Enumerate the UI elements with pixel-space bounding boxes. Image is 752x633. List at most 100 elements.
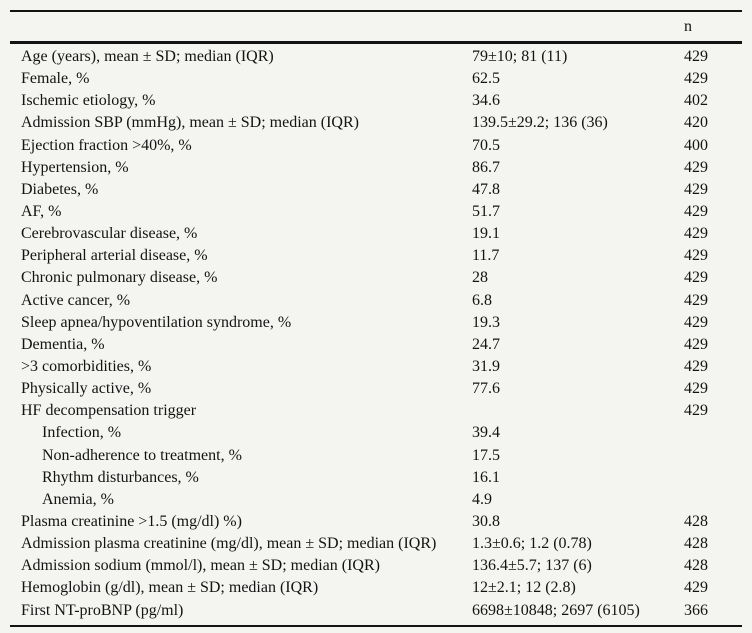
table-row: HF decompensation trigger 429 xyxy=(10,400,742,422)
row-value: 34.6 xyxy=(472,93,500,110)
row-value: 70.5 xyxy=(472,137,500,154)
row-n: 429 xyxy=(684,226,708,243)
table-row: Chronic pulmonary disease, % 28 429 xyxy=(10,267,742,289)
row-label: Hypertension, % xyxy=(21,159,129,176)
row-label: Diabetes, % xyxy=(21,181,99,198)
row-label: Non-adherence to treatment, % xyxy=(42,447,242,464)
table-row: Sleep apnea/hypoventilation syndrome, % … xyxy=(10,312,742,334)
table-row: Active cancer, % 6.8 429 xyxy=(10,290,742,312)
table-header-row: n xyxy=(10,10,742,44)
row-label: >3 comorbidities, % xyxy=(21,359,152,376)
row-value: 19.1 xyxy=(472,226,500,243)
row-label: Dementia, % xyxy=(21,336,105,353)
row-n: 429 xyxy=(684,159,708,176)
row-n: 429 xyxy=(684,381,708,398)
row-n: 429 xyxy=(684,336,708,353)
table-row: Diabetes, % 47.8 429 xyxy=(10,179,742,201)
row-value: 31.9 xyxy=(472,359,500,376)
row-value: 4.9 xyxy=(472,491,492,508)
row-n: 429 xyxy=(684,270,708,287)
row-n: 428 xyxy=(684,536,708,553)
row-n: 429 xyxy=(684,49,708,66)
row-value: 19.3 xyxy=(472,314,500,331)
table-row: Admission plasma creatinine (mg/dl), mea… xyxy=(10,533,742,555)
row-n: 429 xyxy=(684,314,708,331)
row-label: Peripheral arterial disease, % xyxy=(21,248,208,265)
table-row: Dementia, % 24.7 429 xyxy=(10,334,742,356)
header-n-cell: n xyxy=(684,18,692,35)
table-row: Peripheral arterial disease, % 11.7 429 xyxy=(10,245,742,267)
table-row: Ischemic etiology, % 34.6 402 xyxy=(10,90,742,112)
row-value: 11.7 xyxy=(472,248,500,265)
table-row: Hypertension, % 86.7 429 xyxy=(10,157,742,179)
row-value: 30.8 xyxy=(472,514,500,531)
row-value: 51.7 xyxy=(472,204,500,221)
row-label: First NT-proBNP (pg/ml) xyxy=(21,602,184,619)
table-row: Infection, % 39.4 xyxy=(10,422,742,444)
row-label: Rhythm disturbances, % xyxy=(42,469,199,486)
row-value: 47.8 xyxy=(472,181,500,198)
row-label: Female, % xyxy=(21,71,90,88)
row-n: 429 xyxy=(684,181,708,198)
row-n: 429 xyxy=(684,248,708,265)
row-n: 366 xyxy=(684,602,708,619)
row-label: Cerebrovascular disease, % xyxy=(21,226,198,243)
row-label: Plasma creatinine >1.5 (mg/dl) %) xyxy=(21,514,242,531)
row-label: Sleep apnea/hypoventilation syndrome, % xyxy=(21,314,292,331)
row-value: 39.4 xyxy=(472,425,500,442)
table-row: Anemia, % 4.9 xyxy=(10,489,742,511)
row-label: AF, % xyxy=(21,204,62,221)
row-n: 429 xyxy=(684,359,708,376)
table-row: Non-adherence to treatment, % 17.5 xyxy=(10,445,742,467)
row-value: 86.7 xyxy=(472,159,500,176)
table-row: Admission sodium (mmol/l), mean ± SD; me… xyxy=(10,555,742,577)
table-body: Age (years), mean ± SD; median (IQR) 79±… xyxy=(10,44,742,627)
row-value: 16.1 xyxy=(472,469,500,486)
row-label: Physically active, % xyxy=(21,381,152,398)
row-value: 62.5 xyxy=(472,71,500,88)
characteristics-table: n Age (years), mean ± SD; median (IQR) 7… xyxy=(10,10,742,627)
row-value: 77.6 xyxy=(472,381,500,398)
row-n: 428 xyxy=(684,514,708,531)
table-row: Female, % 62.5 429 xyxy=(10,68,742,90)
row-value: 12±2.1; 12 (2.8) xyxy=(472,580,576,597)
row-n: 429 xyxy=(684,204,708,221)
table-row: >3 comorbidities, % 31.9 429 xyxy=(10,356,742,378)
table-row: First NT-proBNP (pg/ml) 6698±10848; 2697… xyxy=(10,600,742,622)
table-row: Ejection fraction >40%, % 70.5 400 xyxy=(10,135,742,157)
row-value: 17.5 xyxy=(472,447,500,464)
row-label: Infection, % xyxy=(42,425,122,442)
row-label: Anemia, % xyxy=(42,491,114,508)
row-label: Admission SBP (mmHg), mean ± SD; median … xyxy=(21,115,359,132)
row-label: Admission sodium (mmol/l), mean ± SD; me… xyxy=(21,558,380,575)
row-value: 6.8 xyxy=(472,292,492,309)
row-n: 429 xyxy=(684,580,708,597)
row-value: 6698±10848; 2697 (6105) xyxy=(472,602,640,619)
table-row: Physically active, % 77.6 429 xyxy=(10,378,742,400)
row-label: HF decompensation trigger xyxy=(21,403,197,420)
row-n: 428 xyxy=(684,558,708,575)
row-value: 24.7 xyxy=(472,336,500,353)
table-row: Plasma creatinine >1.5 (mg/dl) %) 30.8 4… xyxy=(10,511,742,533)
table-row: Rhythm disturbances, % 16.1 xyxy=(10,467,742,489)
row-n: 402 xyxy=(684,93,708,110)
row-value: 79±10; 81 (11) xyxy=(472,49,568,66)
table-row: Age (years), mean ± SD; median (IQR) 79±… xyxy=(10,46,742,68)
row-label: Ejection fraction >40%, % xyxy=(21,137,192,154)
table-row: Cerebrovascular disease, % 19.1 429 xyxy=(10,223,742,245)
table-row: Hemoglobin (g/dl), mean ± SD; median (IQ… xyxy=(10,577,742,599)
table-row: AF, % 51.7 429 xyxy=(10,201,742,223)
row-n: 420 xyxy=(684,115,708,132)
row-n: 429 xyxy=(684,403,708,420)
row-label: Age (years), mean ± SD; median (IQR) xyxy=(21,49,274,66)
row-label: Active cancer, % xyxy=(21,292,131,309)
row-value: 136.4±5.7; 137 (6) xyxy=(472,558,592,575)
row-n: 429 xyxy=(684,292,708,309)
row-n: 429 xyxy=(684,71,708,88)
row-label: Ischemic etiology, % xyxy=(21,93,156,110)
row-value: 139.5±29.2; 136 (36) xyxy=(472,115,608,132)
row-label: Chronic pulmonary disease, % xyxy=(21,270,218,287)
table-row: Admission SBP (mmHg), mean ± SD; median … xyxy=(10,112,742,134)
row-value: 1.3±0.6; 1.2 (0.78) xyxy=(472,536,592,553)
